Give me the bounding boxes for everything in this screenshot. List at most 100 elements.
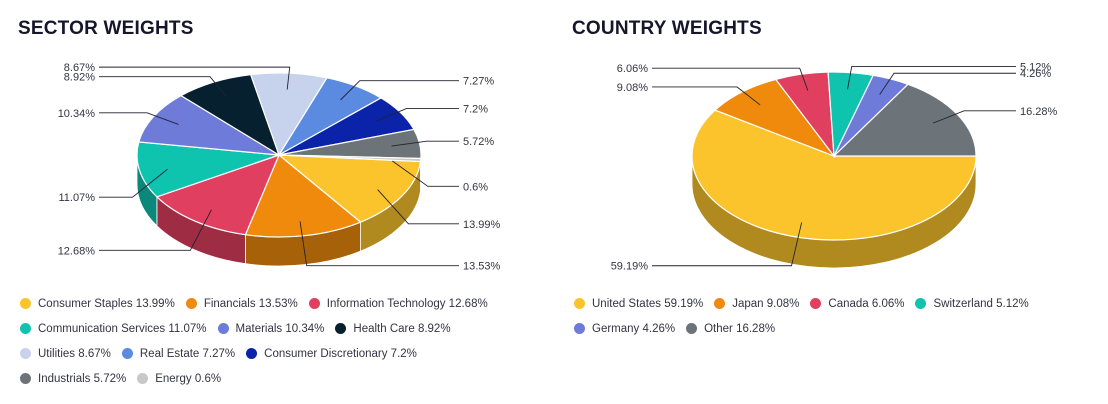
legend-item-energy[interactable]: Energy 0.6% [137, 373, 221, 385]
leader-line-utilities [99, 66, 291, 90]
legend-swatch [308, 298, 320, 309]
pct-label-switzerland: 5.12% [1020, 61, 1051, 73]
legend-label: Switzerland 5.12% [933, 297, 1029, 310]
legend-item-industrials[interactable]: Industrials 5.72% [20, 373, 126, 385]
legend-item-financials[interactable]: Financials 13.53% [185, 297, 298, 310]
leader-line-united-states [652, 222, 803, 267]
leader-line-switzerland [847, 65, 1016, 90]
pie-slice-health-care[interactable] [179, 73, 281, 157]
legend-swatch [20, 298, 31, 309]
legend-swatch [20, 348, 31, 359]
legend-row: Germany 4.26% Other 16.28% [574, 316, 1094, 341]
legend-label: Canada 6.06% [828, 297, 905, 310]
leader-line-consumer-staples [377, 189, 459, 225]
pie-slice-consumer-staples[interactable] [277, 154, 422, 223]
legend-label: Financials 13.53% [203, 297, 298, 310]
leader-line-real-estate [340, 80, 459, 101]
legend-swatch [915, 298, 927, 309]
pct-label-germany: 4.26% [1020, 68, 1051, 80]
sector-legend: Consumer Staples 13.99% Financials 13.53%… [20, 291, 540, 391]
pie-labels: 59.19% 9.08% 6.06% 5.12%4.26% 16.28% [611, 61, 1058, 272]
legend-swatch [137, 373, 149, 384]
legend-swatch [20, 323, 31, 334]
pie-slice-communication-services[interactable] [136, 141, 280, 198]
pie-slices [136, 72, 422, 238]
leader-line-other [932, 110, 1016, 124]
country-weights-title: COUNTRY WEIGHTS [572, 18, 762, 39]
pie-slice-japan[interactable] [713, 78, 836, 158]
pct-label-consumer-staples: 13.99% [463, 219, 501, 231]
legend-swatch [686, 323, 698, 334]
legend-label: Consumer Staples 13.99% [38, 297, 175, 310]
legend-item-information-technology[interactable]: Information Technology 12.68% [308, 297, 488, 310]
pie-slices [691, 71, 977, 241]
legend-swatch [20, 373, 31, 384]
pct-label-japan: 9.08% [617, 82, 648, 94]
leader-line-industrials [391, 140, 459, 147]
legend-item-communication-services[interactable]: Communication Services 11.07% [20, 323, 207, 335]
legend-item-utilities[interactable]: Utilities 8.67% [20, 348, 111, 360]
legend-item-real-estate[interactable]: Real Estate 7.27% [121, 347, 236, 360]
legend-item-canada[interactable]: Canada 6.06% [810, 298, 904, 310]
legend-item-consumer-staples[interactable]: Consumer Staples 13.99% [20, 298, 175, 310]
pie-labels: 13.99% 13.53% 12.68% 11.07% 10.34% 8.92%8.67%… [58, 62, 501, 273]
sector-weights-title: SECTOR WEIGHTS [18, 18, 194, 39]
legend-label: Communication Services 11.07% [38, 322, 207, 335]
leader-line-japan [652, 86, 761, 106]
legend-item-consumer-discretionary[interactable]: Consumer Discretionary 7.2% [246, 348, 417, 360]
legend-swatch [714, 298, 726, 309]
pct-label-communication-services: 11.07% [59, 192, 96, 204]
sector-weights-panel: SECTOR WEIGHTS 13.99% 13.53% 12.68% 11.07% 1… [18, 18, 540, 391]
legend-swatch [574, 298, 585, 309]
pct-label-canada: 6.06% [617, 63, 648, 75]
pct-label-industrials: 5.72% [463, 136, 494, 148]
legend-label: Japan 9.08% [732, 297, 800, 310]
legend-item-united-states[interactable]: United States 59.19% [574, 298, 703, 310]
country-weights-panel: COUNTRY WEIGHTS 59.19% 9.08% 6.06% 5.12% 4.2… [554, 0, 1108, 404]
legend-label: Energy 0.6% [155, 372, 222, 385]
leader-line-communication-services [99, 168, 168, 198]
pie-slice-other[interactable] [832, 83, 977, 157]
legend-swatch [217, 323, 229, 334]
legend-label: Materials 10.34% [235, 322, 325, 335]
leader-line-materials [99, 112, 179, 125]
pct-label-consumer-discretionary: 7.2% [463, 103, 488, 115]
pct-label-energy: 0.6% [463, 181, 488, 193]
pie-slice-information-technology[interactable] [155, 153, 281, 236]
leader-line-information-technology [99, 209, 212, 251]
legend-row: Industrials 5.72% Energy 0.6% [20, 366, 540, 391]
legend-item-materials[interactable]: Materials 10.34% [217, 322, 325, 335]
leader-line-financials [299, 221, 459, 267]
legend-item-other[interactable]: Other 16.28% [686, 323, 775, 335]
leader-line-germany [879, 72, 1016, 95]
leader-line-canada [652, 67, 809, 91]
legend-row: Utilities 8.67% Real Estate 7.27% Consumer… [20, 341, 540, 366]
pct-label-materials: 10.34% [58, 108, 96, 120]
sector-pie-chart: 13.99% 13.53% 12.68% 11.07% 10.34% 8.92%8.67%… [58, 62, 501, 273]
pct-label-other: 16.28% [1020, 106, 1058, 118]
legend-row: Communication Services 11.07% Materials 1… [20, 316, 540, 341]
country-legend: United States 59.19% Japan 9.08% Canada 6.… [574, 291, 1094, 341]
legend-label: Information Technology 12.68% [326, 297, 488, 310]
legend-item-japan[interactable]: Japan 9.08% [714, 298, 799, 310]
leader-line-health-care [99, 76, 227, 98]
legend-label: Utilities 8.67% [38, 347, 111, 360]
leader-line-consumer-discretionary [376, 108, 459, 122]
pie-slice-united-states[interactable] [691, 109, 977, 241]
pct-label-real-estate: 7.27% [463, 76, 494, 88]
pie-slice-financials[interactable] [244, 154, 362, 238]
legend-label: Industrials 5.72% [38, 372, 127, 385]
pie-slice-energy[interactable] [278, 154, 422, 163]
legend-item-germany[interactable]: Germany 4.26% [574, 323, 675, 335]
legend-swatch [574, 323, 585, 334]
pct-label-united-states: 59.19% [611, 261, 649, 273]
legend-label: Other 16.28% [704, 322, 776, 335]
pct-label-utilities: 8.67% [64, 62, 95, 74]
legend-item-health-care[interactable]: Health Care 8.92% [335, 322, 451, 335]
legend-swatch [185, 298, 197, 309]
legend-item-switzerland[interactable]: Switzerland 5.12% [915, 297, 1029, 310]
legend-label: Health Care 8.92% [353, 322, 451, 335]
legend-label: Real Estate 7.27% [139, 347, 236, 360]
legend-swatch [810, 298, 822, 309]
pie-slice-materials[interactable] [138, 94, 280, 156]
